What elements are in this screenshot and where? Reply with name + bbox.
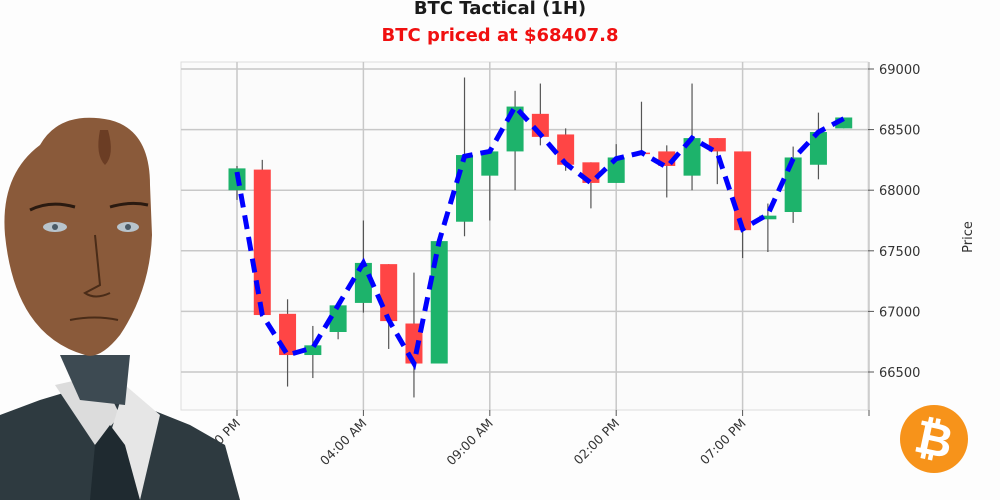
y-tick-label: 67000 <box>879 305 920 320</box>
bullish-candle <box>354 262 372 303</box>
price-subtitle: BTC priced at $68407.8 <box>381 25 619 46</box>
x-tick-label: 09:00 AM <box>443 416 496 469</box>
y-tick-label: 68000 <box>879 184 920 199</box>
robot-trader-portrait <box>0 117 240 500</box>
bullish-candle <box>430 241 448 364</box>
bullish-candle <box>456 155 474 222</box>
bullish-candle <box>683 138 701 176</box>
y-axis-label: Price <box>961 221 976 253</box>
bullish-candle <box>784 157 802 213</box>
bullish-candle <box>607 157 625 183</box>
y-tick-label: 67500 <box>879 245 920 260</box>
x-tick-label: 02:00 PM <box>570 416 622 468</box>
bullish-candle <box>759 215 777 220</box>
grid <box>181 62 870 410</box>
x-tick-label: 04:00 AM <box>317 416 370 469</box>
y-axis: 66500 67000 67500 68000 68500 69000 <box>868 63 920 381</box>
bullish-candle <box>481 151 499 176</box>
bitcoin-logo-icon: ₿ <box>900 405 968 473</box>
y-tick-label: 66500 <box>879 366 920 381</box>
y-tick-label: 68500 <box>879 124 920 139</box>
bullish-candle <box>329 305 347 333</box>
x-tick-label: 07:00 PM <box>697 416 749 468</box>
trend-line <box>234 102 845 371</box>
bullish-candle <box>835 117 853 129</box>
bearish-candle <box>253 169 271 316</box>
bullish-candle <box>304 345 322 356</box>
y-tick-label: 69000 <box>879 63 920 78</box>
bitcoin-symbol: ₿ <box>910 408 958 470</box>
bearish-candle <box>557 134 575 165</box>
bearish-candle <box>734 151 752 231</box>
chart-title: BTC Tactical (1H) <box>413 0 587 19</box>
bearish-candle <box>380 264 398 322</box>
bullish-candle <box>809 132 827 165</box>
